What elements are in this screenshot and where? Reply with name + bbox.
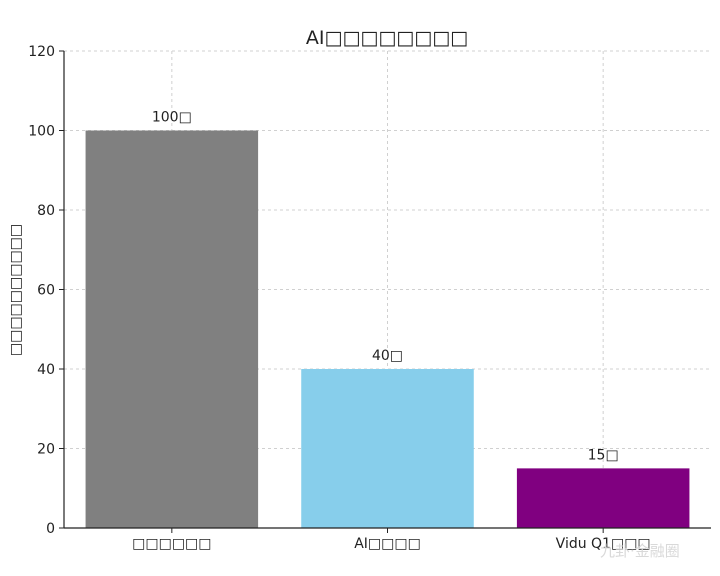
- category-label: AI□□□□: [354, 536, 421, 552]
- y-tick-label: 80: [37, 203, 55, 219]
- chart-title: AI□□□□□□□□: [306, 27, 468, 49]
- bar: [516, 468, 690, 528]
- y-axis-label: □□□□□□□□□□: [8, 224, 24, 356]
- bar-value-label: 40□: [372, 348, 403, 364]
- bar-value-label: 15□: [588, 447, 619, 463]
- axes: [59, 50, 711, 533]
- y-tick-label: 20: [37, 442, 55, 458]
- y-tick-label: 0: [46, 521, 55, 537]
- bar: [301, 369, 474, 528]
- labels: 0 20 40 60 80 100 120 100□ □□□□□□ 40□ AI□□□□ 15□ Vid…: [28, 44, 650, 552]
- category-label: Vidu Q1□□□: [556, 536, 651, 552]
- y-tick-label: 120: [28, 44, 55, 60]
- bars: [85, 130, 690, 528]
- y-tick-label: 40: [37, 362, 55, 378]
- bar: [85, 130, 259, 528]
- y-tick-label: 60: [37, 283, 55, 299]
- y-tick-label: 100: [28, 124, 55, 140]
- category-label: □□□□□□: [132, 536, 211, 552]
- watermark: 九卦·金融圈: [600, 542, 680, 560]
- bar-value-label: 100□: [152, 110, 192, 126]
